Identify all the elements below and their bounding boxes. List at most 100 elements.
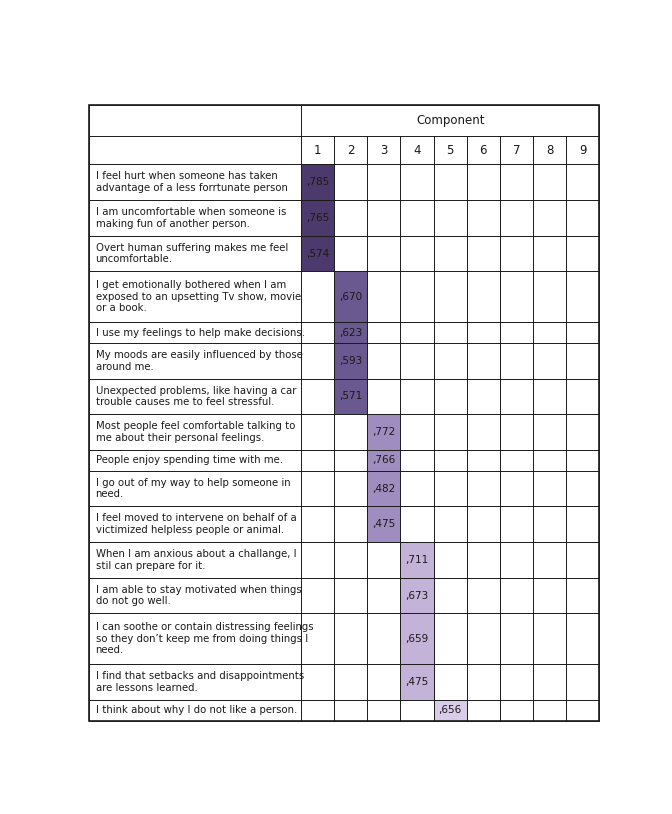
Text: ,673: ,673 [405,591,429,601]
Bar [433,200,467,236]
Bar [334,414,368,450]
Bar [500,414,533,450]
Bar [334,614,368,664]
Bar [368,322,401,343]
Bar [566,450,599,470]
Bar [368,614,401,664]
Bar [334,542,368,578]
Bar [401,236,433,272]
Bar [566,506,599,542]
Bar [401,343,433,379]
Bar [334,664,368,700]
Bar [500,542,533,578]
Bar [301,379,334,414]
Bar [301,272,334,322]
Bar [433,542,467,578]
Bar [368,450,401,470]
Text: ,766: ,766 [372,455,396,466]
Bar [433,136,467,164]
Text: Most people feel comfortable talking to
me about their personal feelings.: Most people feel comfortable talking to … [95,422,295,443]
Bar [533,272,566,322]
Bar [301,105,599,136]
Bar [368,506,401,542]
Bar [566,542,599,578]
Bar [433,164,467,200]
Bar [334,379,368,414]
Bar [401,450,433,470]
Bar [500,236,533,272]
Bar [368,272,401,322]
Bar [566,700,599,720]
Bar [334,343,368,379]
Bar [467,236,500,272]
Bar [433,614,467,664]
Bar [467,236,500,272]
Bar [566,200,599,236]
Text: I am uncomfortable when someone is
making fun of another person.: I am uncomfortable when someone is makin… [95,207,286,229]
Bar [301,506,334,542]
Bar [500,542,533,578]
Bar [334,272,368,322]
Bar [533,450,566,470]
Bar [467,578,500,614]
Bar [401,450,433,470]
Bar [301,236,334,272]
Bar [301,470,334,506]
Bar [368,450,401,470]
Bar [401,614,433,664]
Bar [533,614,566,664]
Bar [89,700,301,720]
Bar [433,379,467,414]
Bar [89,700,599,720]
Bar [401,700,433,720]
Bar [433,343,467,379]
Bar [301,322,334,343]
Bar [368,136,401,164]
Bar [334,200,368,236]
Bar [566,322,599,343]
Bar [301,343,334,379]
Bar [89,614,301,664]
Text: Unexpected problems, like having a car
trouble causes me to feel stressful.: Unexpected problems, like having a car t… [95,386,296,407]
Text: ,593: ,593 [339,356,362,365]
Bar [500,578,533,614]
Bar [368,578,401,614]
Bar [566,614,599,664]
Bar [533,542,566,578]
Bar [433,322,467,343]
Bar [566,664,599,700]
Bar [368,414,401,450]
Bar [433,236,467,272]
Bar [433,542,467,578]
Bar [566,379,599,414]
Bar [533,136,566,164]
Bar [89,136,301,164]
Bar [566,164,599,200]
Bar [89,200,301,236]
Text: 2: 2 [347,143,355,156]
Bar [566,164,599,200]
Bar [500,322,533,343]
Text: ,482: ,482 [372,484,396,493]
Bar [433,506,467,542]
Bar [566,414,599,450]
Bar [401,379,433,414]
Text: 3: 3 [380,143,388,156]
Bar [533,322,566,343]
Bar [566,614,599,664]
Bar [467,542,500,578]
Bar [401,272,433,322]
Bar [467,470,500,506]
Bar [334,164,368,200]
Bar [368,542,401,578]
Bar [433,614,467,664]
Bar [401,664,433,700]
Bar [500,236,533,272]
Bar [401,322,433,343]
Bar [334,379,368,414]
Text: I think about why I do not like a person.: I think about why I do not like a person… [95,705,297,716]
Bar [433,343,467,379]
Text: People enjoy spending time with me.: People enjoy spending time with me. [95,455,283,466]
Bar [566,450,599,470]
Bar [467,136,500,164]
